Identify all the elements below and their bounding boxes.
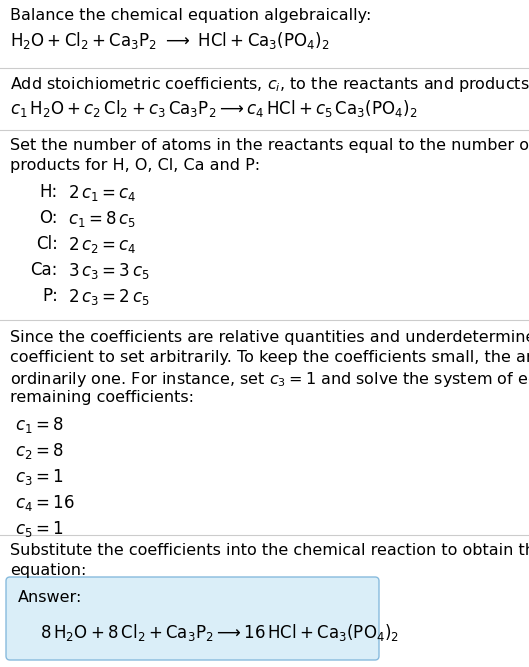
Text: $c_2 = 8$: $c_2 = 8$	[15, 441, 64, 461]
Text: $c_4 = 16$: $c_4 = 16$	[15, 493, 75, 513]
Text: Add stoichiometric coefficients, $c_i$, to the reactants and products:: Add stoichiometric coefficients, $c_i$, …	[10, 75, 529, 94]
Text: equation:: equation:	[10, 563, 86, 578]
Text: $c_5 = 1$: $c_5 = 1$	[15, 519, 63, 539]
Text: $2\,c_2 = c_4$: $2\,c_2 = c_4$	[68, 235, 136, 255]
Text: P:: P:	[42, 287, 58, 305]
Text: $2\,c_1 = c_4$: $2\,c_1 = c_4$	[68, 183, 136, 203]
Text: $c_1 = 8\,c_5$: $c_1 = 8\,c_5$	[68, 209, 136, 229]
Text: $8\, \mathregular{H_2O} + 8\, \mathregular{Cl_2} + \mathregular{Ca_3P_2} \longri: $8\, \mathregular{H_2O} + 8\, \mathregul…	[40, 622, 399, 643]
Text: Since the coefficients are relative quantities and underdetermined, choose a: Since the coefficients are relative quan…	[10, 330, 529, 345]
Text: $3\,c_3 = 3\,c_5$: $3\,c_3 = 3\,c_5$	[68, 261, 150, 281]
FancyBboxPatch shape	[6, 577, 379, 660]
Text: $c_1\, \mathregular{H_2O} + c_2\, \mathregular{Cl_2} + c_3\, \mathregular{Ca_3P_: $c_1\, \mathregular{H_2O} + c_2\, \mathr…	[10, 98, 417, 119]
Text: Ca:: Ca:	[31, 261, 58, 279]
Text: $2\,c_3 = 2\,c_5$: $2\,c_3 = 2\,c_5$	[68, 287, 150, 307]
Text: O:: O:	[40, 209, 58, 227]
Text: Balance the chemical equation algebraically:: Balance the chemical equation algebraica…	[10, 8, 371, 23]
Text: ordinarily one. For instance, set $c_3 = 1$ and solve the system of equations fo: ordinarily one. For instance, set $c_3 =…	[10, 370, 529, 389]
Text: $c_3 = 1$: $c_3 = 1$	[15, 467, 63, 487]
Text: Answer:: Answer:	[18, 590, 83, 605]
Text: $c_1 = 8$: $c_1 = 8$	[15, 415, 64, 435]
Text: remaining coefficients:: remaining coefficients:	[10, 390, 194, 405]
Text: Cl:: Cl:	[36, 235, 58, 253]
Text: Set the number of atoms in the reactants equal to the number of atoms in the: Set the number of atoms in the reactants…	[10, 138, 529, 153]
Text: H:: H:	[40, 183, 58, 201]
Text: $\mathregular{H_2O + Cl_2 + Ca_3P_2 \ \longrightarrow \ HCl + Ca_3(PO_4)_2}$: $\mathregular{H_2O + Cl_2 + Ca_3P_2 \ \l…	[10, 30, 330, 51]
Text: products for H, O, Cl, Ca and P:: products for H, O, Cl, Ca and P:	[10, 158, 260, 173]
Text: coefficient to set arbitrarily. To keep the coefficients small, the arbitrary va: coefficient to set arbitrarily. To keep …	[10, 350, 529, 365]
Text: Substitute the coefficients into the chemical reaction to obtain the balanced: Substitute the coefficients into the che…	[10, 543, 529, 558]
